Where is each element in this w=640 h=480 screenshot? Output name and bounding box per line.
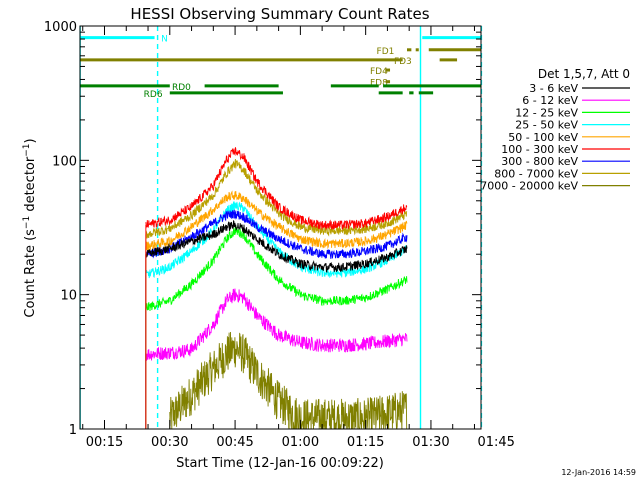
legend-entry: 50 - 100 keV xyxy=(508,131,578,144)
legend-entry: 3 - 6 keV xyxy=(529,82,578,95)
x-axis-label: Start Time (12-Jan-16 00:09:22) xyxy=(176,456,384,471)
series-line xyxy=(169,331,408,430)
chart-title: HESSI Observing Summary Count Rates xyxy=(130,5,429,23)
y-axis: 1 10 100 1000 xyxy=(44,20,481,438)
flag-label: RD6 xyxy=(144,90,163,100)
date-stamp: 12-Jan-2016 14:59 xyxy=(561,468,636,477)
y-tick-label: 1 xyxy=(69,423,77,438)
series-line xyxy=(145,288,408,361)
legend-entry: 800 - 7000 keV xyxy=(494,167,578,180)
flag-label: RD0 xyxy=(172,83,191,93)
y-axis-label: Count Rate (s−1 detector−1) xyxy=(22,138,38,317)
legend-entry: 6 - 12 keV xyxy=(522,94,578,107)
series-line xyxy=(145,226,408,312)
series-line xyxy=(145,190,408,251)
x-tick-label: 01:45 xyxy=(477,435,514,450)
x-tick-label: 00:15 xyxy=(86,435,123,450)
flag-label: N xyxy=(161,35,168,45)
flag-label: FD4 xyxy=(370,67,388,77)
plot-frame xyxy=(79,25,482,430)
x-tick-label: 00:30 xyxy=(151,435,188,450)
legend-header: Det 1,5,7, Att 0 xyxy=(538,67,630,81)
x-tick-label: 00:45 xyxy=(216,435,253,450)
x-tick-label: 01:00 xyxy=(282,435,319,450)
y-axis-label-mid: detector xyxy=(23,156,38,216)
series-line xyxy=(145,209,408,259)
legend-entry: 7000 - 20000 keV xyxy=(480,180,578,193)
series-line xyxy=(145,158,408,239)
y-axis-label-sup-1: −1 xyxy=(22,216,32,229)
x-axis: 00:15 00:30 00:45 01:00 01:15 01:30 01:45 xyxy=(82,26,515,450)
flag-label: FD3 xyxy=(394,57,412,67)
y-axis-label-main: Count Rate (s xyxy=(23,229,38,318)
legend-entry: 25 - 50 keV xyxy=(515,119,578,132)
legend-entry: 100 - 300 keV xyxy=(501,143,578,156)
legend-entry: 12 - 25 keV xyxy=(515,106,578,119)
series-line xyxy=(145,220,408,274)
series-line xyxy=(145,147,408,231)
x-tick-label: 01:30 xyxy=(412,435,449,450)
y-axis-label-sup-2: −1 xyxy=(22,143,32,156)
legend-entry: 300 - 800 keV xyxy=(501,155,578,168)
flag-label: FD1 xyxy=(377,47,395,57)
y-axis-label-end: ) xyxy=(23,138,38,143)
x-tick-label: 01:15 xyxy=(347,435,384,450)
y-tick-label: 100 xyxy=(52,154,77,169)
flag-label: FD8 xyxy=(370,79,388,89)
y-tick-label: 10 xyxy=(60,289,77,304)
y-tick-label: 1000 xyxy=(44,20,77,35)
